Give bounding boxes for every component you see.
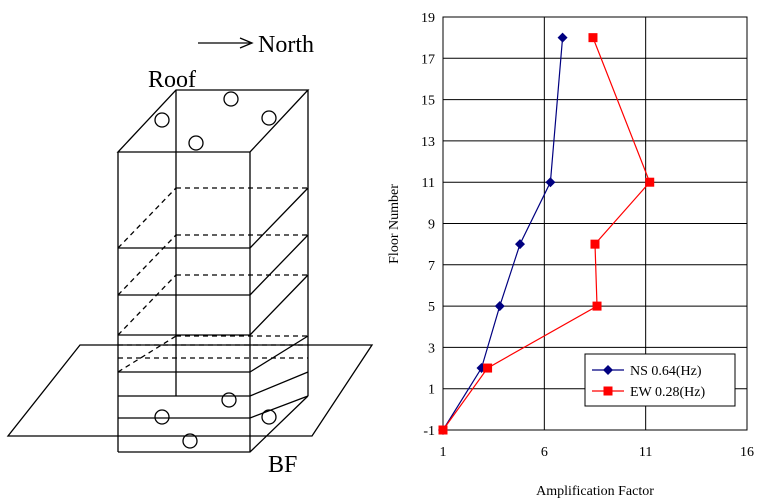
sensor-icon xyxy=(188,135,204,151)
y-tick-label: 9 xyxy=(428,218,435,233)
series-line xyxy=(442,37,651,431)
x-tick-label: 1 xyxy=(440,445,447,460)
data-point xyxy=(590,239,600,249)
y-tick-label: 3 xyxy=(428,341,435,356)
sensor-icon xyxy=(261,110,277,126)
data-point xyxy=(515,239,526,250)
legend-marker xyxy=(603,386,613,396)
series-1 xyxy=(438,33,655,435)
building-base xyxy=(118,395,309,453)
hidden-edges xyxy=(117,187,308,373)
sensor-icon xyxy=(182,433,198,449)
sensor-icon xyxy=(261,409,277,425)
data-point xyxy=(592,301,602,311)
sensor-circles xyxy=(154,91,277,449)
legend: NS 0.64(Hz) EW 0.28(Hz) xyxy=(584,353,736,407)
data-point xyxy=(494,301,505,312)
series-line xyxy=(442,37,564,431)
y-tick-label: 13 xyxy=(421,135,435,150)
data-point xyxy=(645,177,655,187)
x-tick-label: 6 xyxy=(541,445,548,460)
sensor-icon xyxy=(154,409,170,425)
y-tick-label: -1 xyxy=(423,424,435,439)
north-label: North xyxy=(258,32,314,58)
data-point xyxy=(588,33,598,43)
data-series xyxy=(438,32,655,435)
y-tick-label: 7 xyxy=(428,259,435,274)
y-tick-label: 11 xyxy=(422,176,435,191)
sensor-icon xyxy=(154,112,170,128)
data-point xyxy=(438,425,448,435)
y-tick-label: 19 xyxy=(421,11,435,26)
building-diagram xyxy=(6,37,374,453)
x-tick-label: 16 xyxy=(740,445,754,460)
data-point xyxy=(483,363,493,373)
basement-label: BF xyxy=(268,452,297,478)
y-tick-label: 1 xyxy=(428,383,435,398)
legend-box xyxy=(584,353,736,407)
data-point xyxy=(545,177,556,188)
y-axis-label: Floor Number xyxy=(387,184,402,264)
legend-label: EW 0.28(Hz) xyxy=(630,385,705,400)
y-tick-label: 5 xyxy=(428,300,435,315)
roof-top-face xyxy=(116,89,310,153)
series-0 xyxy=(438,32,568,435)
roof-label: Roof xyxy=(148,67,196,93)
sensor-icon xyxy=(223,91,239,107)
floor-slabs xyxy=(118,187,309,419)
north-arrow-head xyxy=(239,37,254,49)
sensor-icon xyxy=(221,392,237,408)
x-tick-label: 11 xyxy=(639,445,652,460)
y-tick-label: 15 xyxy=(421,94,435,109)
legend-marker xyxy=(603,365,613,375)
x-axis-label: Amplification Factor xyxy=(536,484,654,499)
y-tick-label: 17 xyxy=(421,52,435,67)
data-point xyxy=(557,32,568,43)
legend-label: NS 0.64(Hz) xyxy=(630,364,702,379)
